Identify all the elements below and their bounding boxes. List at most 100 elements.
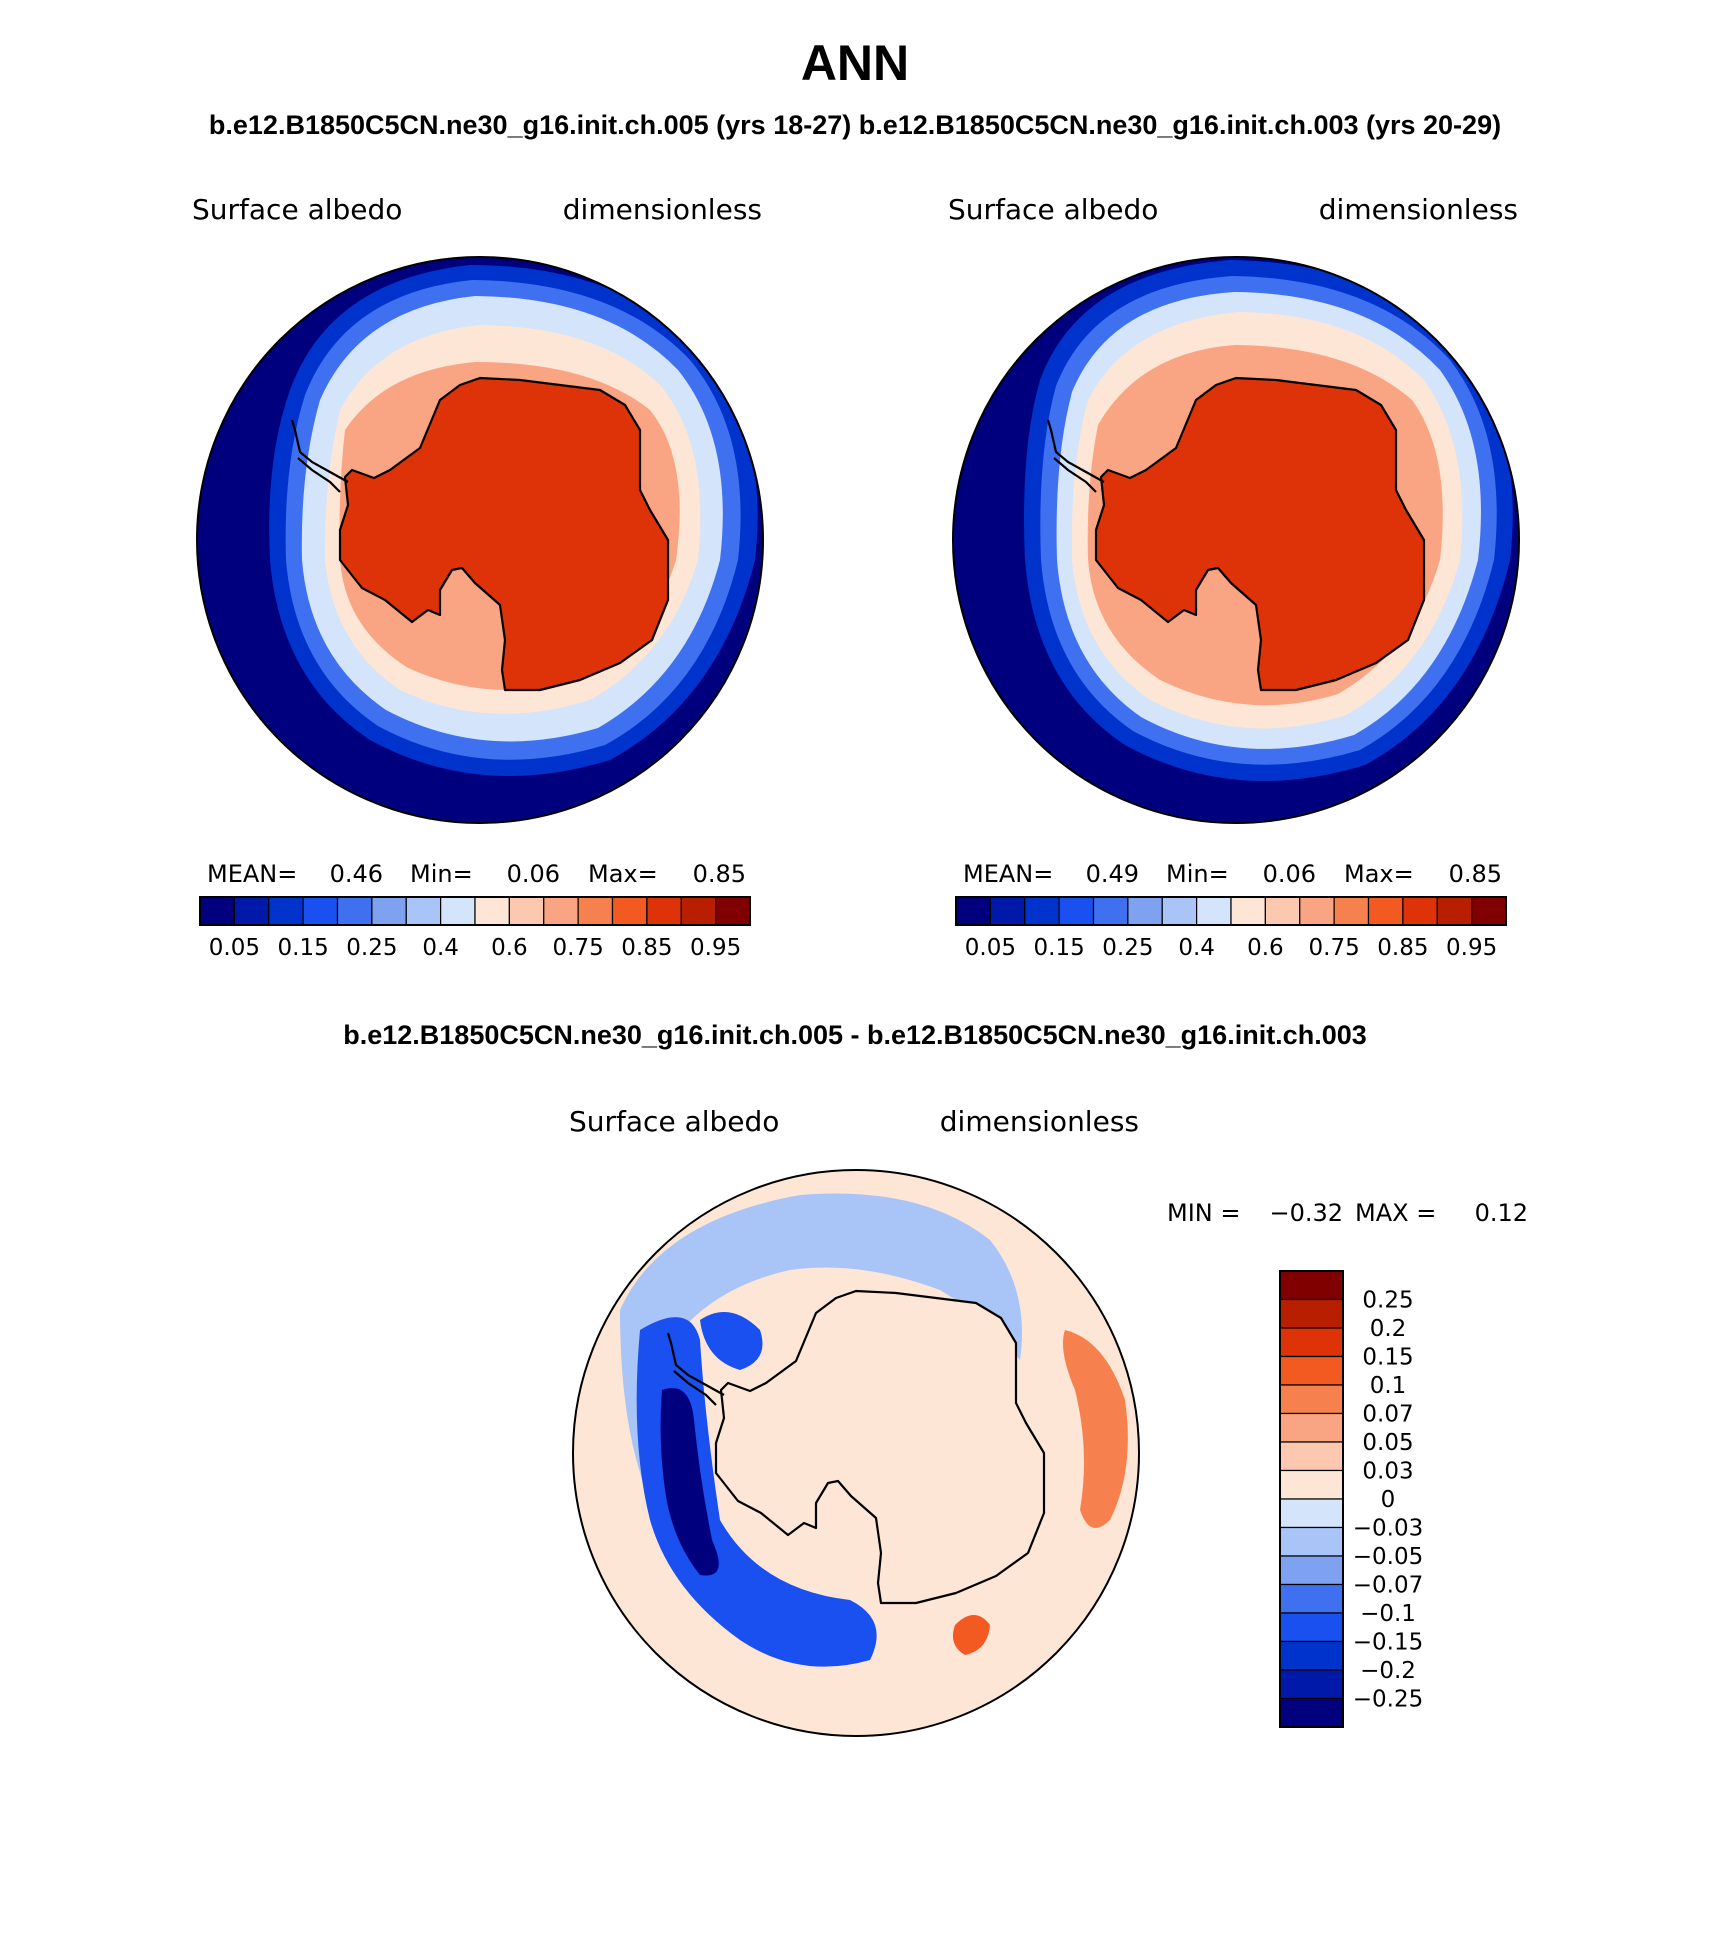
colorbar-swatch [1279,1498,1344,1529]
indian-positive-anomaly [1062,1330,1128,1528]
colorbar-swatch [1279,1412,1344,1443]
colorbar-swatch [989,896,1026,926]
colorbar-swatch [371,896,407,926]
min-label: MIN = [1167,1199,1240,1227]
colorbar-tick-label: 0.05 [1362,1430,1413,1456]
colorbar-tick-label: −0.07 [1353,1573,1423,1599]
colorbar-swatch [715,896,751,926]
colorbar-swatch [1279,1270,1344,1301]
colorbar-swatch [1279,1697,1344,1728]
colorbar-tick-label: 0.95 [690,935,741,961]
colorbar-tick-label: 0.85 [1377,935,1428,961]
colorbar-tick-label: 0.15 [1362,1345,1413,1371]
negative-ring [620,1193,1022,1500]
colorbar-swatch [543,896,579,926]
colorbar-tick-label: 0.95 [1446,935,1497,961]
colorbar-tick-label: 0.75 [553,935,604,961]
peninsula [666,1332,725,1406]
page-subtitle: b.e12.B1850C5CN.ne30_g16.init.ch.005 (yr… [209,110,1501,140]
difference-title: b.e12.B1850C5CN.ne30_g16.init.ch.005 - b… [343,1020,1367,1050]
colorbar-swatch [1279,1384,1344,1415]
colorbar-swatch [1471,896,1507,926]
min-label: Min= [410,860,473,888]
colorbar-tick-label: 0 [1381,1487,1396,1513]
colorbar-swatch [1299,896,1335,926]
colorbar-swatch [1279,1526,1344,1557]
page-title: ANN [801,35,909,91]
max-value: 0.85 [1449,860,1502,888]
units-label: dimensionless [563,193,762,226]
peninsula [1046,419,1105,493]
colorbar-tick-label: −0.25 [1353,1687,1423,1713]
mean-label: MEAN= [207,860,297,888]
colorbar-tick-label: 0.4 [422,935,459,961]
colorbar-swatch [1127,896,1163,926]
polar-map [573,1170,1139,1736]
polar-map [953,257,1519,823]
ice-sheet [1096,378,1424,690]
colorbar: 0.05 0.15 0.25 0.4 0.6 0.75 0.85 0.95 [199,896,751,961]
colorbar-tick-label: 0.03 [1362,1459,1413,1485]
panel-difference: Surface albedo dimensionless MIN = −0.32… [569,1105,1528,1737]
colorbar-frame [955,896,1507,926]
min-label: Min= [1166,860,1229,888]
colorbar-swatch [1436,896,1473,926]
colorbar-swatch [1196,896,1232,926]
weddell-anomaly-inner [660,1388,719,1576]
colorbar-swatch [1279,1441,1344,1472]
colorbar-tick-label: −0.1 [1360,1601,1416,1627]
colorbar-swatch [1161,896,1198,926]
colorbar-tick-label: 0.2 [1370,1316,1407,1342]
colorbar-swatch [336,896,373,926]
colorbar-tick-label: −0.2 [1360,1658,1416,1684]
colorbar-swatch [233,896,270,926]
ice-sheet [340,378,668,690]
max-label: Max= [588,860,658,888]
colorbar-tick-label: 0.07 [1362,1402,1413,1428]
colorbar-swatch [1367,896,1404,926]
colorbar-swatch [268,896,304,926]
colorbar-tick-label: 0.75 [1309,935,1360,961]
mean-value: 0.46 [330,860,383,888]
peninsula [290,419,349,493]
units-label: dimensionless [1319,193,1518,226]
colorbar-swatch [955,896,991,926]
colorbar-tick-label: −0.03 [1353,1516,1423,1542]
colorbar-swatch [199,896,235,926]
colorbar-tick-label: −0.05 [1353,1544,1423,1570]
continent-field [716,1291,1044,1603]
colorbar-swatch [1279,1583,1344,1614]
colorbar-swatch [405,896,442,926]
colorbar-swatch [680,896,717,926]
colorbar-swatch [1279,1612,1344,1643]
coastline [338,376,670,692]
colorbar-tick-label: 0.15 [1034,935,1085,961]
colorbar-swatch [1092,896,1129,926]
max-value: 0.12 [1475,1199,1528,1227]
colorbar-tick-label: 0.85 [621,935,672,961]
colorbar-frame [199,896,751,926]
weddell-anomaly-outer [636,1317,877,1667]
units-label: dimensionless [940,1105,1139,1138]
colorbar-swatch [1279,1355,1344,1386]
colorbar-frame [1279,1270,1344,1728]
colorbar-tick-label: 0.6 [1247,935,1284,961]
colorbar-swatch [1264,896,1301,926]
coastline [714,1289,1046,1605]
colorbar: 0.250.2 0.150.1 0.070.05 0.030 −0.03−0.05 −0.… [1279,1270,1423,1728]
colorbar-tick-label: 0.1 [1370,1373,1407,1399]
colorbar-swatch [1279,1669,1344,1700]
panel-case-003: Surface albedo dimensionless MEAN= 0.49 … [948,193,1520,961]
colorbar-swatch [1402,896,1438,926]
colorbar: 0.05 0.15 0.25 0.4 0.6 0.75 0.85 0.95 [955,896,1507,961]
mean-value: 0.49 [1086,860,1139,888]
variable-label: Surface albedo [569,1105,779,1138]
map-border [952,256,1520,824]
min-value: −0.32 [1269,1199,1343,1227]
max-label: Max= [1344,860,1414,888]
colorbar-swatch [440,896,476,926]
min-value: 0.06 [507,860,560,888]
variable-label: Surface albedo [192,193,402,226]
polar-map [197,257,763,823]
